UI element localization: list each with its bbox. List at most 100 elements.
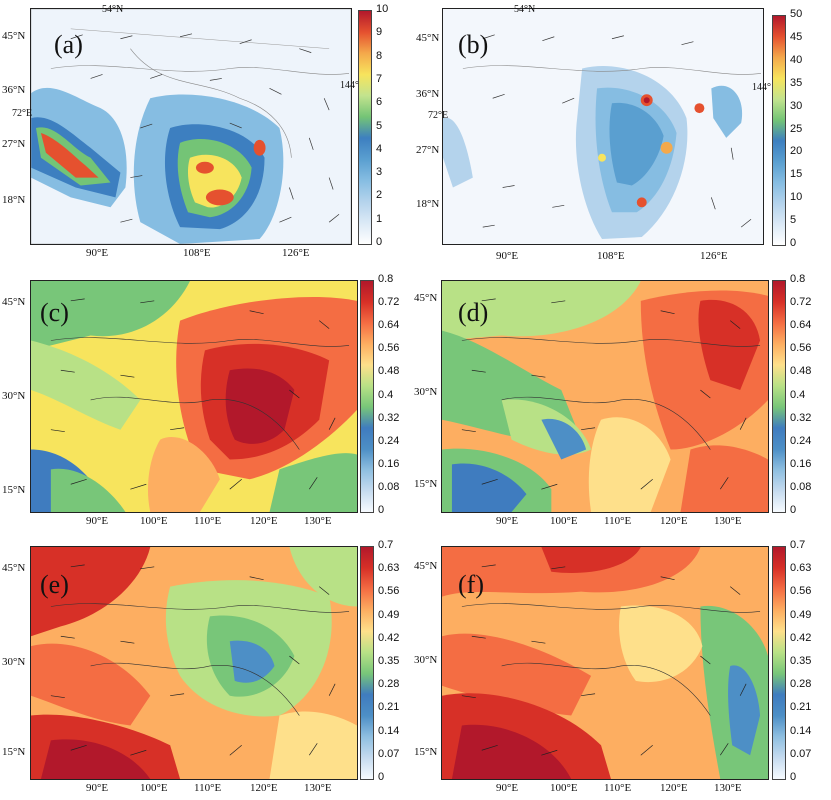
colorbar-tick-label: 0.49 <box>378 608 400 621</box>
colorbar-tick-label: 0 <box>790 237 797 249</box>
lat-label: 30°N <box>414 654 438 666</box>
lon-label: 90°E <box>496 782 519 794</box>
colorbar-tick-label: 5 <box>376 119 383 132</box>
lat-label: 15°N <box>414 478 438 490</box>
colorbar-tick-label: 45 <box>790 30 803 43</box>
colorbar-tick-label: 9 <box>376 26 383 39</box>
colorbar-tick-label: 0.08 <box>378 480 400 493</box>
lat-label: 18°N <box>416 198 440 210</box>
colorbar-tick-label: 0.24 <box>790 434 812 447</box>
colorbar-tick-label: 0.28 <box>790 678 812 691</box>
lat-label: 15°N <box>2 746 26 758</box>
colorbar-tick-label: 0.8 <box>790 273 806 285</box>
colorbar-tick-label: 30 <box>790 99 803 112</box>
lon-label: 108°E <box>597 250 625 262</box>
margin-label: 72°E <box>12 108 33 119</box>
colorbar-tick-label: 0.56 <box>790 342 812 355</box>
colorbar-tick-label: 0.21 <box>378 701 400 714</box>
lon-label: 100°E <box>140 782 168 794</box>
lon-label: 120°E <box>250 782 278 794</box>
lat-label: 45°N <box>414 292 438 304</box>
colorbar-tick-label: 0.14 <box>790 724 812 737</box>
colorbar-tick-label: 0.42 <box>378 631 400 644</box>
lon-label: 126°E <box>700 250 728 262</box>
lat-label: 36°N <box>2 84 26 96</box>
margin-label: 144° <box>340 80 359 91</box>
colorbar-tick-label: 0.64 <box>790 319 812 332</box>
map-b <box>442 8 764 245</box>
colorbar-tick-label: 0 <box>378 771 385 783</box>
lon-label: 110°E <box>604 515 632 527</box>
lat-label: 36°N <box>416 88 440 100</box>
colorbar-tick-label: 0.16 <box>378 457 400 470</box>
map-e <box>30 546 358 780</box>
lat-label: 18°N <box>2 194 26 206</box>
lon-label: 130°E <box>714 515 742 527</box>
colorbar-tick-label: 0.4 <box>378 388 394 401</box>
colorbar-c <box>360 280 374 513</box>
lon-label: 130°E <box>304 782 332 794</box>
lat-label: 45°N <box>414 560 438 572</box>
colorbar-tick-label: 0.35 <box>790 655 812 667</box>
lat-label: 45°N <box>2 296 26 308</box>
colorbar-tick-label: 0 <box>790 504 797 516</box>
colorbar-f <box>772 546 786 780</box>
colorbar-tick-label: 0.32 <box>790 411 812 424</box>
colorbar-tick-label: 0.16 <box>790 457 812 470</box>
lon-label: 90°E <box>496 250 519 262</box>
lon-label: 110°E <box>194 515 222 527</box>
colorbar-tick-label: 50 <box>790 8 803 20</box>
colorbar-tick-label: 0.63 <box>790 562 812 575</box>
map-c <box>30 280 358 513</box>
lon-label: 90°E <box>496 515 519 527</box>
colorbar-tick-label: 7 <box>376 72 383 85</box>
colorbar-tick-label: 15 <box>790 168 803 181</box>
lon-label: 126°E <box>282 247 310 259</box>
lat-label: 27°N <box>2 138 26 150</box>
colorbar-tick-label: 0 <box>378 504 385 516</box>
colorbar-tick-label: 0.14 <box>378 724 400 737</box>
colorbar-tick-label: 0.72 <box>378 296 400 309</box>
map-d-field <box>442 281 768 512</box>
colorbar-tick-label: 0.8 <box>378 273 394 285</box>
map-f <box>441 546 769 780</box>
lat-label: 27°N <box>416 144 440 156</box>
colorbar-tick-label: 0.56 <box>378 585 400 598</box>
colorbar-tick-label: 0 <box>790 771 797 783</box>
lat-label: 15°N <box>414 746 438 758</box>
lat-label: 30°N <box>2 656 26 668</box>
colorbar-tick-label: 0.64 <box>378 319 400 332</box>
colorbar-tick-label: 6 <box>376 96 383 109</box>
lat-label: 30°N <box>2 390 26 402</box>
colorbar-tick-label: 0.7 <box>378 539 394 551</box>
colorbar-tick-label: 2 <box>376 189 383 202</box>
colorbar-tick-label: 0.56 <box>790 585 812 598</box>
colorbar-tick-label: 40 <box>790 53 803 66</box>
map-f-field <box>442 547 768 779</box>
map-c-field <box>31 281 357 512</box>
colorbar-tick-label: 0.24 <box>378 434 400 447</box>
colorbar-tick-label: 1 <box>376 212 383 225</box>
colorbar-tick-label: 0 <box>376 236 383 248</box>
panel-label-a: (a) <box>54 30 83 59</box>
colorbar-tick-label: 0.56 <box>378 342 400 355</box>
colorbar-tick-label: 0.48 <box>378 365 400 378</box>
lon-label: 90°E <box>86 782 109 794</box>
colorbar-tick-label: 0.7 <box>790 539 806 551</box>
lon-label: 110°E <box>194 782 222 794</box>
lat-label: 15°N <box>2 484 26 496</box>
lon-label: 120°E <box>250 515 278 527</box>
margin-label: 144° <box>752 82 771 93</box>
map-a-field <box>31 9 351 244</box>
panel-label-e: (e) <box>40 570 69 599</box>
colorbar-tick-label: 5 <box>790 214 797 227</box>
colorbar-tick-label: 0.42 <box>790 631 812 644</box>
lon-label: 110°E <box>604 782 632 794</box>
panel-label-b: (b) <box>458 30 489 59</box>
colorbar-e <box>360 546 374 780</box>
map-e-field <box>31 547 357 779</box>
lon-label: 90°E <box>86 247 109 259</box>
lon-label: 120°E <box>660 782 688 794</box>
colorbar-tick-label: 8 <box>376 49 383 62</box>
colorbar-tick-label: 0.72 <box>790 296 812 309</box>
